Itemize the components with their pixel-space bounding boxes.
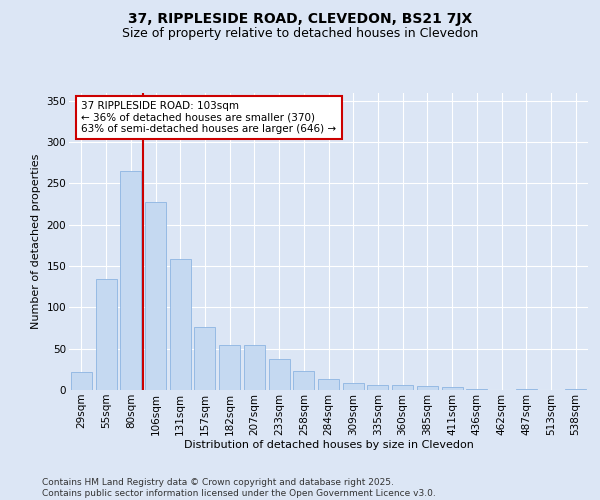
Bar — [244, 344, 265, 390]
Y-axis label: Number of detached properties: Number of detached properties — [31, 154, 41, 329]
Bar — [565, 389, 586, 390]
Text: 37 RIPPLESIDE ROAD: 103sqm
← 36% of detached houses are smaller (370)
63% of sem: 37 RIPPLESIDE ROAD: 103sqm ← 36% of deta… — [82, 101, 337, 134]
Bar — [120, 171, 141, 390]
Bar — [367, 385, 388, 390]
Bar — [269, 360, 290, 390]
Bar — [95, 280, 116, 390]
Bar — [466, 389, 487, 390]
X-axis label: Distribution of detached houses by size in Clevedon: Distribution of detached houses by size … — [184, 440, 473, 450]
Bar — [516, 389, 537, 390]
Bar — [442, 386, 463, 390]
Bar — [194, 327, 215, 390]
Bar — [71, 372, 92, 390]
Bar — [219, 344, 240, 390]
Bar — [392, 385, 413, 390]
Bar — [145, 202, 166, 390]
Text: 37, RIPPLESIDE ROAD, CLEVEDON, BS21 7JX: 37, RIPPLESIDE ROAD, CLEVEDON, BS21 7JX — [128, 12, 472, 26]
Text: Contains HM Land Registry data © Crown copyright and database right 2025.
Contai: Contains HM Land Registry data © Crown c… — [42, 478, 436, 498]
Text: Size of property relative to detached houses in Clevedon: Size of property relative to detached ho… — [122, 26, 478, 40]
Bar — [293, 371, 314, 390]
Bar — [318, 380, 339, 390]
Bar — [417, 386, 438, 390]
Bar — [170, 260, 191, 390]
Bar — [343, 382, 364, 390]
